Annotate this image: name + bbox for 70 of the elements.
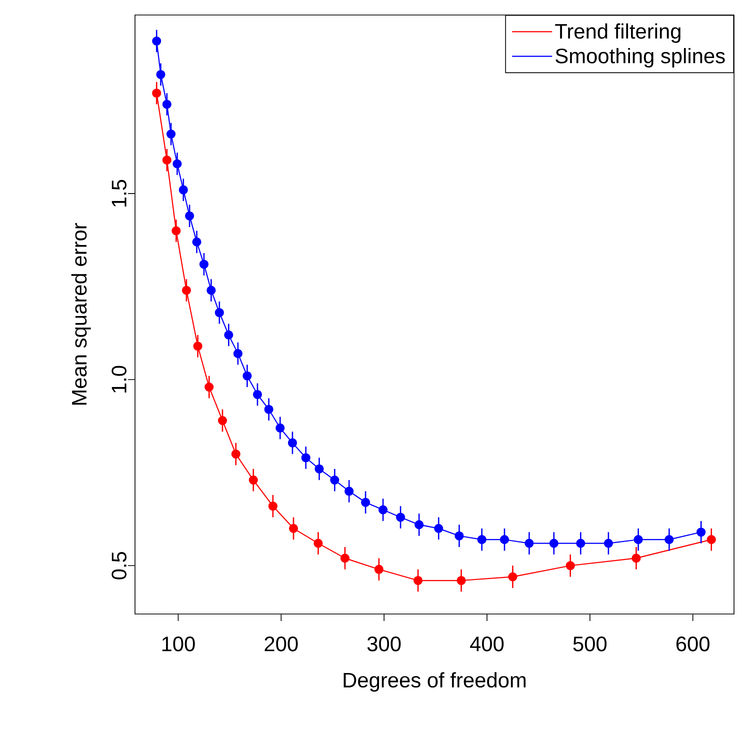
point	[162, 100, 172, 109]
point	[434, 524, 444, 533]
point	[156, 70, 166, 80]
point	[378, 505, 388, 514]
point	[276, 423, 285, 433]
point	[524, 538, 534, 548]
point	[252, 390, 262, 400]
point	[162, 156, 172, 165]
point	[199, 260, 209, 269]
point	[576, 538, 586, 548]
point	[414, 520, 424, 530]
y-axis-title: Mean squared error	[71, 223, 91, 405]
point	[248, 476, 258, 485]
point	[288, 438, 298, 448]
point	[360, 498, 370, 507]
x-tick-label: 400	[470, 636, 504, 652]
point	[166, 130, 176, 139]
point	[242, 371, 252, 380]
point	[152, 88, 162, 98]
point	[233, 349, 242, 358]
point	[632, 554, 641, 563]
point	[172, 226, 181, 236]
y-tick-label: 1.5	[112, 180, 126, 207]
point	[301, 453, 310, 462]
x-tick-label: 500	[573, 636, 607, 652]
point	[454, 531, 464, 540]
x-tick-label: 600	[676, 636, 710, 652]
x-axis-title: Degrees of freedom	[344, 672, 526, 692]
point	[192, 237, 202, 246]
legend-label: Trend filtering	[555, 23, 680, 43]
point	[314, 464, 324, 474]
point	[664, 535, 674, 544]
point	[231, 449, 240, 459]
point	[604, 538, 613, 548]
point	[172, 159, 182, 168]
point	[218, 416, 228, 426]
point	[182, 286, 192, 295]
point	[634, 535, 643, 544]
point	[344, 486, 354, 496]
point	[413, 576, 423, 586]
point	[178, 185, 188, 194]
point	[206, 286, 216, 295]
point	[264, 404, 274, 414]
point	[696, 528, 706, 537]
y-tick-label: 1.0	[112, 366, 126, 393]
x-tick-label: 300	[367, 636, 401, 652]
point	[185, 211, 194, 220]
point	[456, 576, 466, 586]
point	[288, 524, 298, 533]
point	[508, 572, 518, 582]
x-tick-label: 200	[264, 636, 298, 652]
point	[330, 476, 340, 485]
y-tick-label: 0.5	[112, 552, 126, 580]
point	[214, 308, 224, 318]
point	[268, 502, 278, 511]
x-tick-label: 100	[162, 636, 195, 652]
point	[477, 535, 486, 544]
point	[706, 535, 716, 544]
point	[374, 564, 384, 574]
point	[396, 512, 406, 522]
point	[549, 538, 558, 548]
point	[314, 538, 323, 548]
point	[224, 330, 234, 340]
point	[566, 561, 575, 570]
point	[340, 554, 350, 563]
point	[500, 535, 510, 544]
point	[204, 382, 214, 392]
point	[152, 36, 162, 46]
legend-label: Smoothing splines	[556, 48, 725, 68]
point	[193, 342, 202, 351]
